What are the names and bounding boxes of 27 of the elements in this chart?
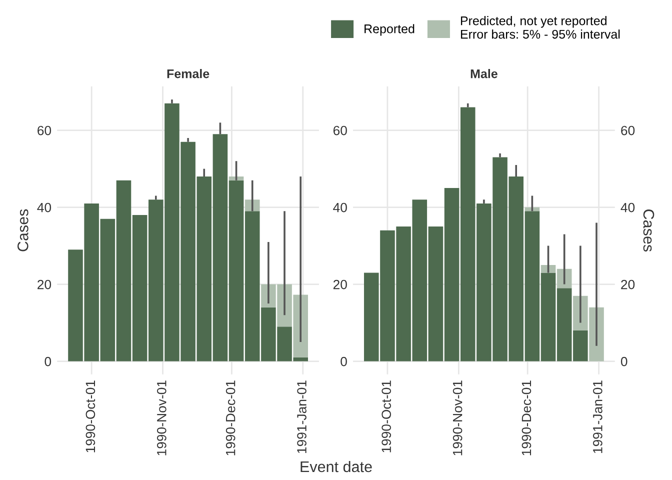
y-tick-label: 0	[340, 356, 347, 366]
x-tick-label: 1990-Nov-01	[452, 380, 462, 456]
legend-label: Predicted, not yet reported Error bars: 5% - 95% interval	[460, 16, 620, 39]
y2-tick-label: 0	[620, 356, 628, 366]
x-tick-label: 1990-Oct-01	[382, 380, 392, 452]
y2-tick-label: 20	[621, 280, 635, 290]
y2-tick-label: 60	[621, 126, 635, 136]
y2-axis-title: Cases	[643, 210, 654, 252]
y-tick-label: 60	[333, 126, 347, 136]
y-tick-label: 40	[333, 202, 347, 212]
x-tick-label: 1990-Nov-01	[156, 380, 166, 456]
y-tick-label: 40	[37, 202, 52, 212]
x-tick-label: 1990-Oct-01	[86, 380, 96, 452]
x-tick-label: 1990-Dec-01	[522, 380, 532, 456]
chart-title: Female	[167, 69, 210, 78]
y-tick-label: 60	[38, 126, 52, 136]
y-axis-title: Cases	[17, 209, 28, 252]
y-tick-label: 20	[38, 280, 52, 290]
chart-title: Male	[470, 69, 498, 78]
y-tick-label: 20	[333, 280, 347, 290]
y-tick-label: 0	[44, 356, 52, 366]
x-tick-label: 1991-Jan-01	[593, 380, 602, 454]
legend-label: Reported	[364, 24, 414, 36]
y2-tick-label: 40	[620, 202, 635, 212]
x-axis-title: Event date	[300, 460, 372, 472]
x-tick-label: 1990-Dec-01	[226, 380, 236, 456]
x-tick-label: 1991-Jan-01	[297, 380, 306, 454]
